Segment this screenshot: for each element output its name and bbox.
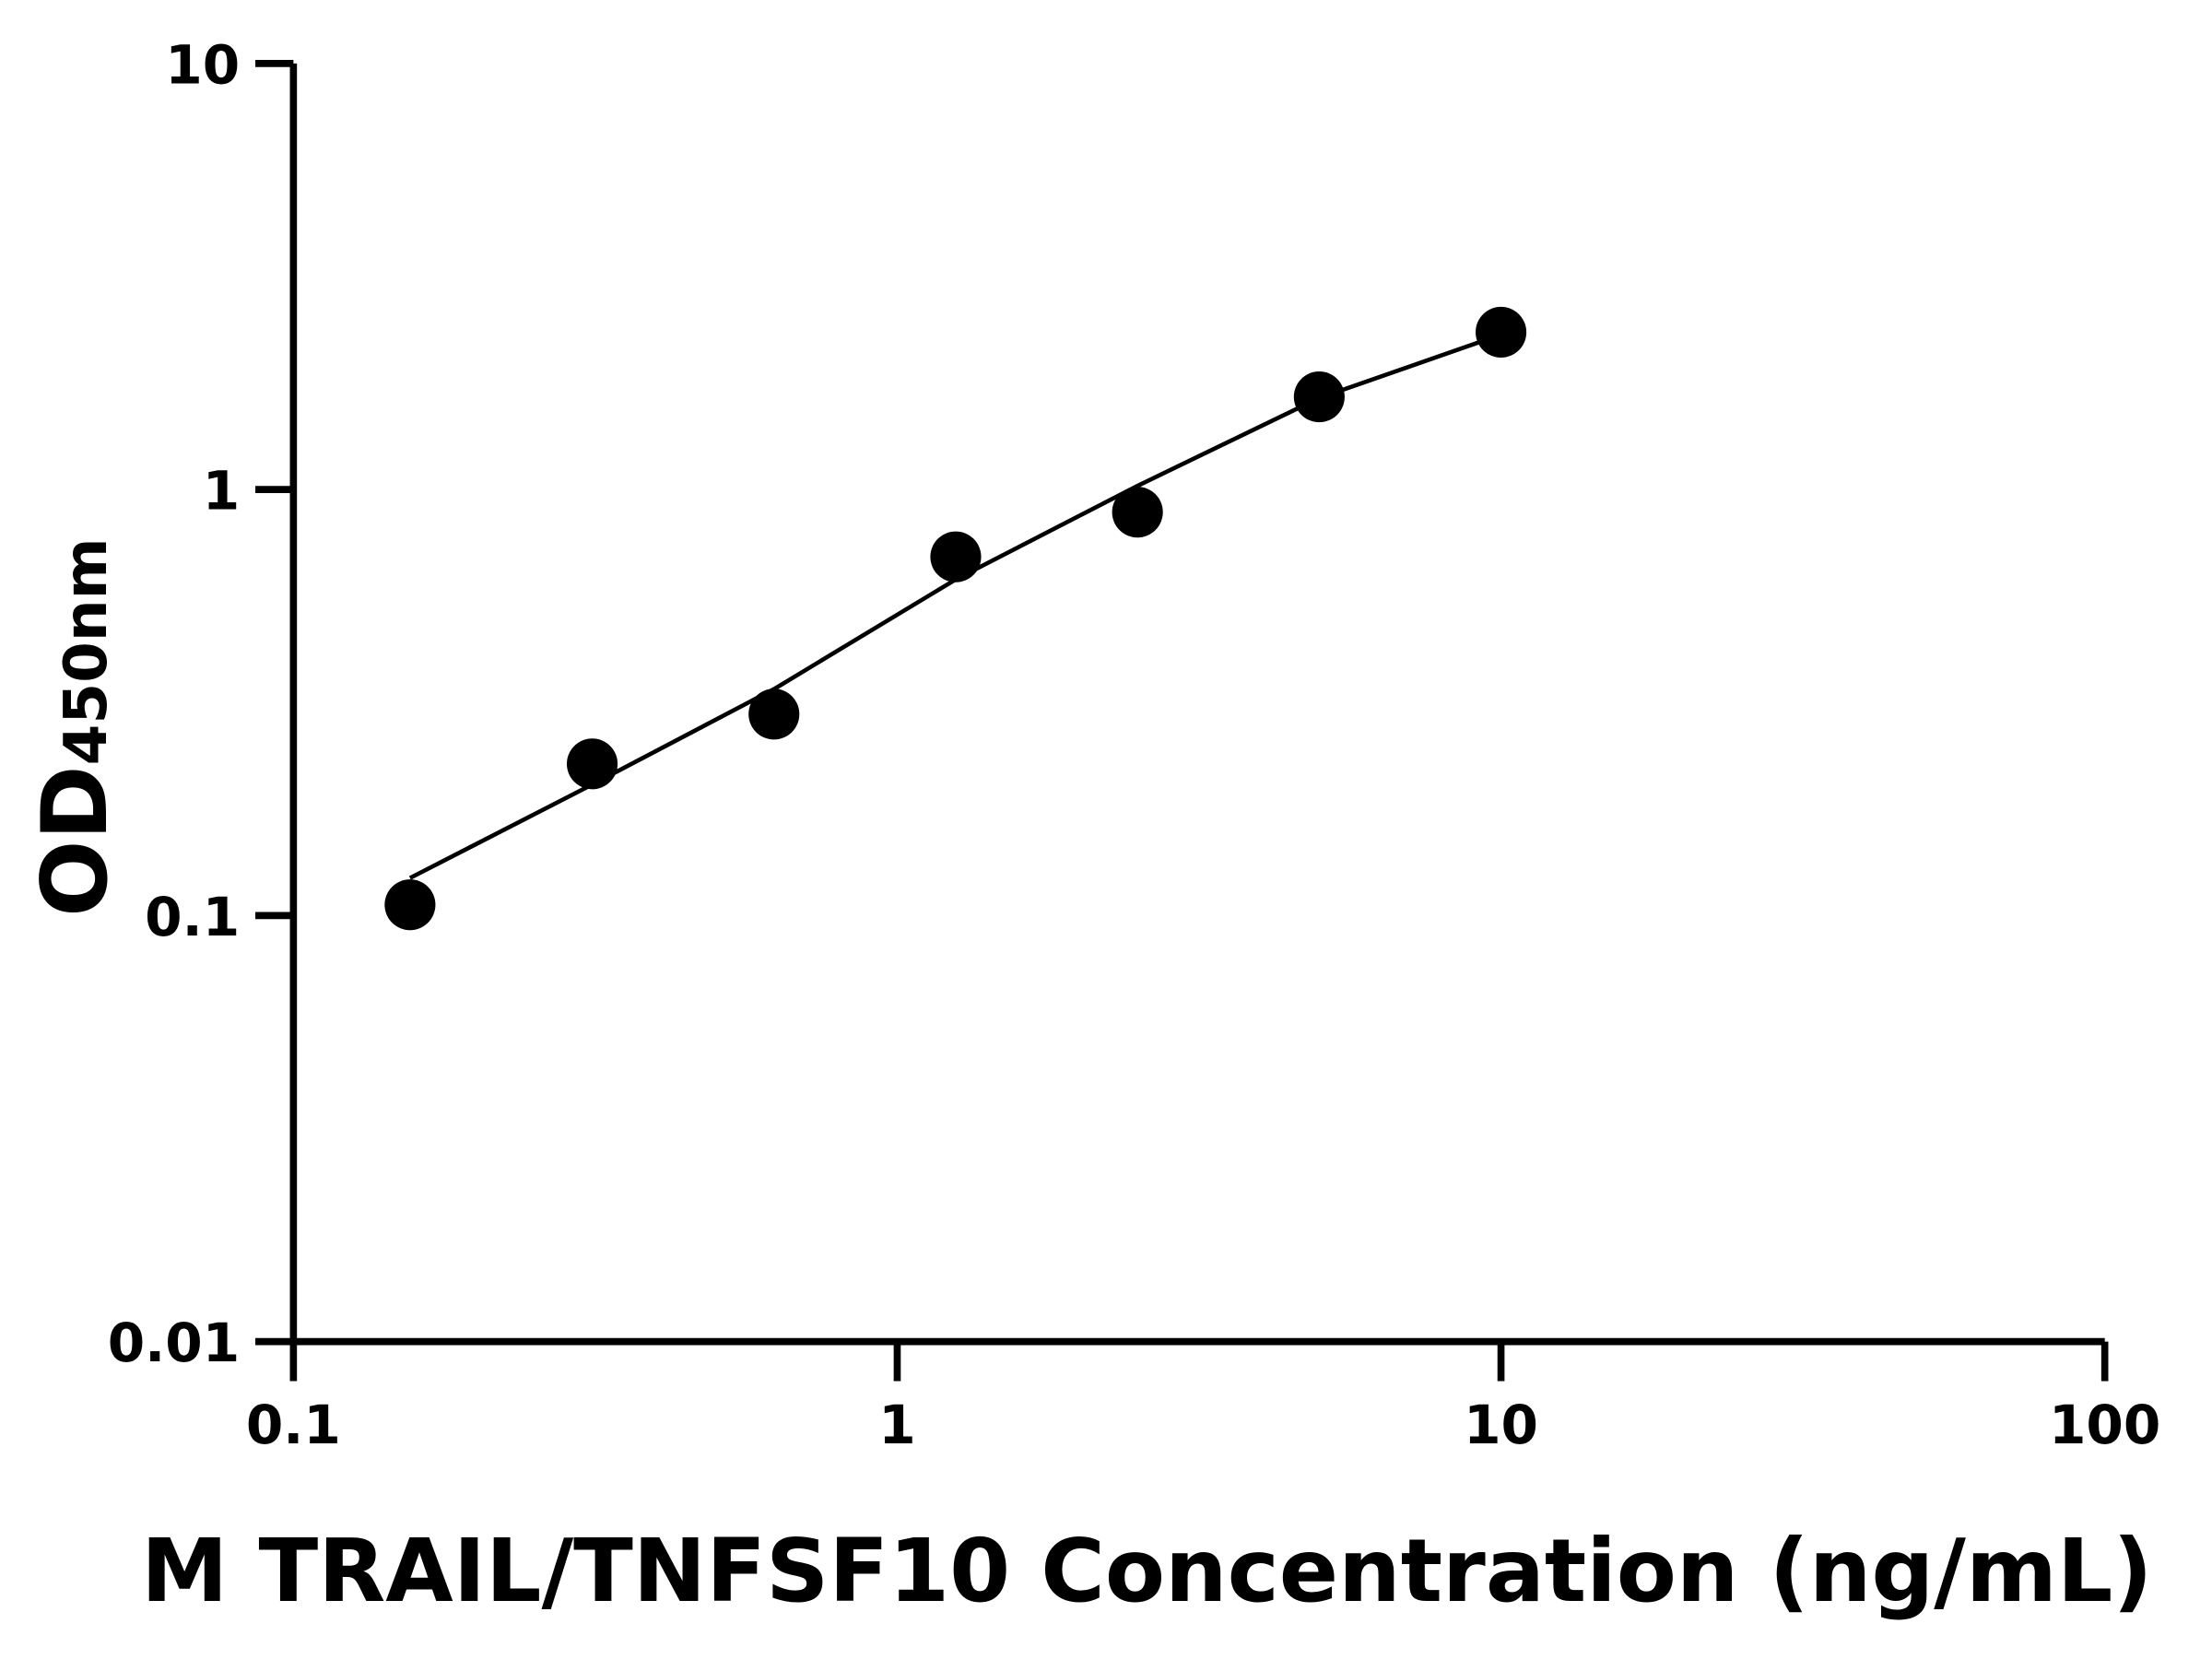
y-tick-label: 10	[165, 33, 240, 96]
y-axis-title-main: OD	[23, 765, 128, 917]
data-point	[1476, 306, 1527, 359]
data-point	[1293, 371, 1345, 423]
data-point	[1112, 487, 1163, 538]
y-tick-label: 1	[203, 460, 240, 523]
y-tick-label: 0.01	[108, 1312, 241, 1374]
data-point	[930, 531, 982, 582]
x-tick-label: 10	[1464, 1394, 1538, 1456]
fit-curve	[408, 332, 1502, 880]
y-axis-title: OD450nm	[23, 537, 128, 916]
x-tick-label: 0.1	[246, 1394, 341, 1456]
x-tick-label: 100	[2049, 1394, 2160, 1456]
data-point	[566, 738, 618, 790]
y-tick-label: 0.1	[145, 886, 240, 948]
data-point	[748, 688, 800, 740]
data-point	[384, 879, 436, 931]
x-axis-title: M TRAIL/TNFSF10 Concentration (ng/mL)	[141, 1521, 2153, 1622]
y-axis-title-sub: 450nm	[52, 537, 121, 765]
x-tick-label: 1	[878, 1394, 915, 1456]
